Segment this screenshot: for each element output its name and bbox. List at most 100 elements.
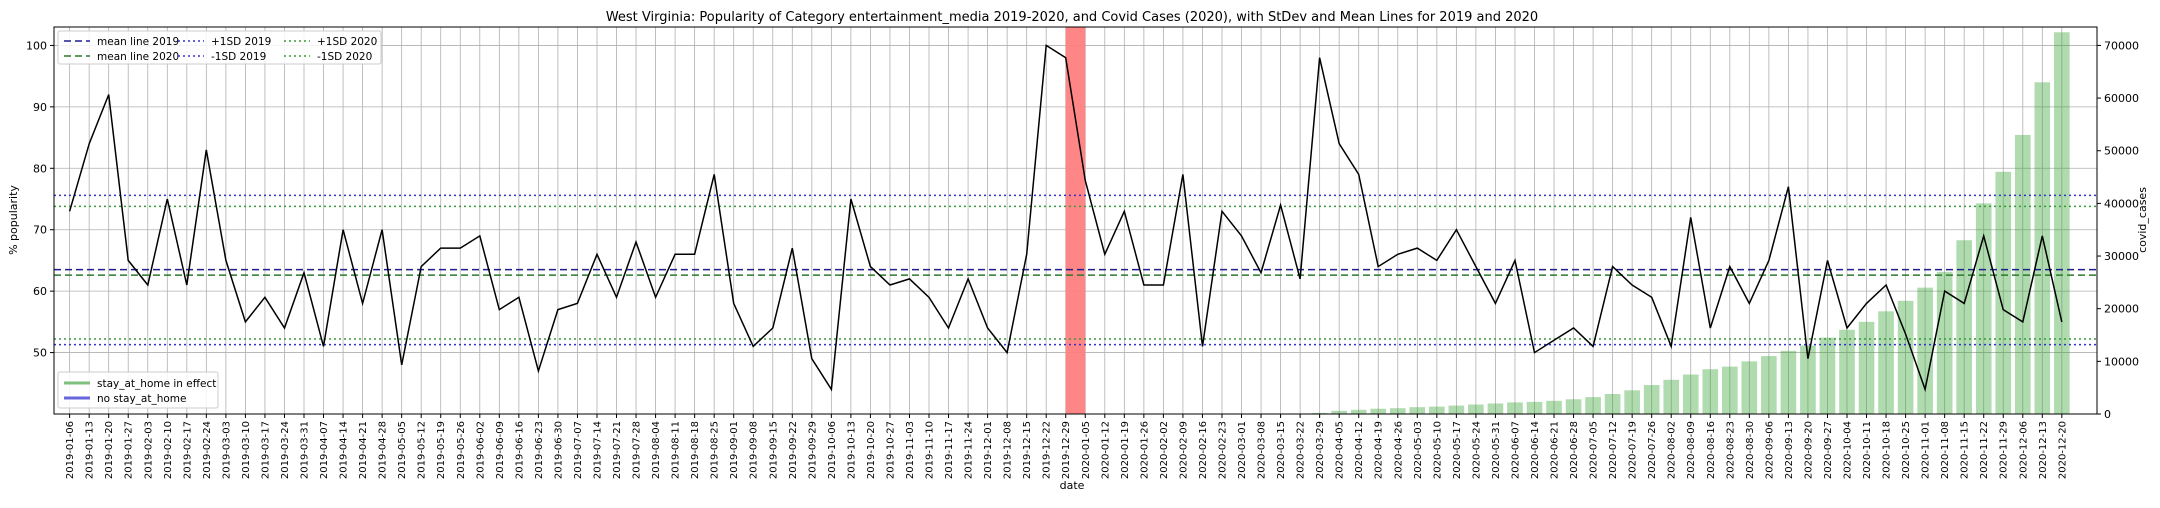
y2-tick-label: 10000	[2104, 355, 2139, 368]
covid-bar	[2034, 82, 2051, 415]
x-tick-label: 2019-03-03	[221, 421, 232, 479]
x-tick-label: 2020-10-18	[1882, 421, 1893, 479]
popularity-line	[68, 44, 2063, 393]
covid-bar	[1585, 397, 1601, 414]
x-tick-label: 2019-07-14	[593, 421, 604, 479]
x-tick-label: 2020-01-26	[1139, 421, 1150, 479]
x-tick-label: 2020-08-16	[1706, 421, 1717, 479]
legend-top-label: -1SD 2019	[211, 51, 266, 63]
y2-tick-label: 70000	[2104, 39, 2139, 52]
legend-top-label: +1SD 2019	[211, 36, 271, 48]
x-tick-label: 2019-02-17	[182, 421, 193, 479]
covid-bar	[1468, 404, 1484, 414]
covid-bar	[1429, 406, 1445, 414]
covid-bar	[1507, 402, 1523, 414]
x-tick-label: 2020-11-29	[1999, 421, 2010, 479]
x-tick-label: 2020-10-04	[1843, 421, 1854, 479]
x-tick-label: 2020-01-12	[1100, 421, 1111, 479]
x-tick-label: 2020-03-29	[1315, 421, 1326, 479]
x-tick-label: 2020-03-22	[1296, 421, 1307, 479]
covid-bar	[1663, 379, 1680, 414]
x-tick-label: 2020-09-06	[1764, 421, 1775, 479]
x-tick-label: 2019-07-21	[612, 421, 623, 479]
covid-bar	[1487, 403, 1504, 414]
x-tick-label: 2020-04-19	[1374, 421, 1385, 479]
x-tick-label: 2019-11-03	[905, 421, 916, 479]
y-tick-label: 80	[33, 162, 47, 175]
x-tick-label: 2019-02-24	[202, 421, 213, 479]
covid-bar	[1350, 409, 1367, 414]
x-tick-label: 2020-12-13	[2038, 421, 2049, 479]
x-tick-label: 2020-05-31	[1491, 421, 1502, 479]
x-tick-label: 2020-05-10	[1432, 421, 1443, 479]
x-tick-label: 2019-10-13	[846, 421, 857, 479]
covid-bar	[1780, 350, 1797, 414]
y-tick-label: 70	[33, 224, 47, 237]
covid-bar	[1878, 311, 1894, 414]
covid-bar	[1370, 408, 1387, 414]
x-tick-label: 2019-03-10	[241, 421, 252, 479]
covid-bar	[1839, 329, 1855, 414]
covid-bar	[1819, 337, 1836, 414]
x-tick-label: 2019-05-12	[417, 421, 428, 479]
covid-bar	[1526, 401, 1543, 414]
y-tick-label: 50	[33, 347, 47, 360]
x-tick-label: 2020-11-15	[1960, 421, 1971, 479]
legend-bottom-label: no stay_at_home	[97, 393, 186, 405]
y2-tick-label: 30000	[2104, 250, 2139, 263]
covid-bar	[1389, 408, 1406, 414]
legend-top-label: mean line 2020	[97, 51, 179, 63]
x-tick-label: 2020-02-09	[1178, 421, 1189, 479]
x-tick-label: 2020-05-24	[1471, 421, 1482, 479]
x-tick-label: 2019-01-27	[124, 421, 135, 479]
x-tick-label: 2019-04-07	[319, 421, 330, 479]
x-tick-label: 2020-10-25	[1901, 421, 1912, 479]
highlight-span	[1065, 27, 1086, 414]
x-tick-label: 2019-03-31	[300, 421, 311, 479]
x-tick-label: 2019-11-17	[944, 421, 955, 479]
x-tick-label: 2020-09-20	[1803, 421, 1814, 479]
covid-bar	[1643, 385, 1660, 414]
x-tick-label: 2020-04-05	[1335, 421, 1346, 479]
y2-tick-label: 0	[2104, 408, 2111, 421]
x-tick-label: 2020-08-09	[1686, 421, 1697, 479]
x-tick-label: 2020-07-05	[1589, 421, 1600, 479]
x-tick-label: 2019-12-08	[1003, 421, 1014, 479]
x-tick-label: 2020-03-08	[1257, 421, 1268, 479]
x-tick-label: 2020-06-14	[1530, 421, 1541, 479]
covid-bar	[1604, 393, 1621, 414]
x-tick-label: 2019-06-30	[553, 421, 564, 479]
covid-bar	[1741, 361, 1758, 414]
covid-bar	[1761, 356, 1777, 414]
covid-bar	[1624, 390, 1640, 414]
x-tick-label: 2019-12-01	[983, 421, 994, 479]
x-tick-label: 2019-07-07	[573, 421, 584, 479]
x-tick-label: 2019-05-19	[436, 421, 447, 479]
chart-title: West Virginia: Popularity of Category en…	[606, 10, 1538, 25]
plot-area: 50 60 70 80 90 100 0 10000 20000 30000 40000 50000 6…	[26, 26, 2139, 479]
x-tick-label: 2019-10-06	[827, 421, 838, 479]
x-tick-label: 2019-10-20	[866, 421, 877, 479]
covid-bar	[1409, 407, 1426, 414]
x-tick-label: 2020-04-26	[1393, 421, 1404, 479]
x-tick-label: 2019-09-15	[768, 421, 779, 479]
covid-bar	[2014, 134, 2031, 414]
covid-bar	[2054, 32, 2070, 414]
x-tick-label: 2019-03-17	[260, 421, 271, 479]
x-tick-label: 2019-05-05	[397, 421, 408, 479]
x-tick-label: 2019-10-27	[886, 421, 897, 479]
x-tick-label: 2019-01-20	[104, 421, 115, 479]
covid-bar	[1858, 321, 1875, 414]
x-tick-label: 2019-09-29	[807, 421, 818, 479]
x-tick-label: 2020-02-02	[1159, 421, 1170, 479]
x-tick-label: 2020-08-23	[1725, 421, 1736, 479]
legend-bottom-label: stay_at_home in effect	[97, 378, 216, 390]
covid-bar	[1311, 412, 1328, 414]
covid-bar	[1702, 369, 1719, 414]
x-tick-label: 2019-12-22	[1042, 421, 1053, 479]
x-tick-label: 2019-06-23	[534, 421, 545, 479]
x-axis-label: date	[1060, 479, 1085, 492]
x-tick-label: 2019-01-13	[85, 421, 96, 479]
